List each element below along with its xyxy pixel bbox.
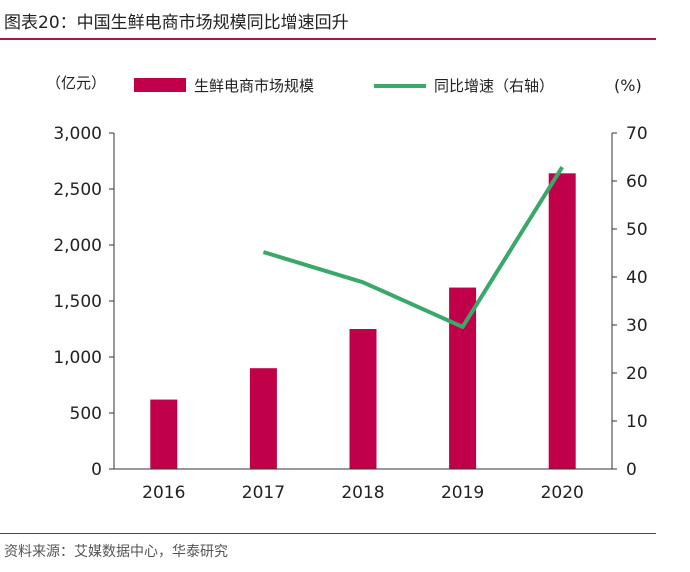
left-tick-label: 3,000	[53, 124, 102, 144]
bar-2018	[349, 329, 377, 469]
right-tick-label: 10	[626, 412, 648, 432]
x-tick-label: 2019	[441, 483, 484, 503]
right-tick-label: 0	[626, 460, 637, 480]
x-tick-label: 2018	[341, 483, 384, 503]
legend-bar-label: 生鲜电商市场规模	[194, 77, 314, 95]
title-rule	[0, 38, 656, 40]
legend-bar-swatch	[134, 78, 186, 92]
right-tick-label: 50	[626, 220, 648, 240]
right-tick-label: 20	[626, 364, 648, 384]
bar-2016	[150, 399, 178, 469]
right-tick-label: 60	[626, 172, 648, 192]
x-tick-label: 2017	[242, 483, 285, 503]
legend: 生鲜电商市场规模 同比增速（右轴）	[134, 77, 554, 95]
growth-line-series	[262, 166, 564, 329]
left-tick-label: 2,000	[53, 236, 102, 256]
source-rule	[0, 533, 656, 534]
left-tick-label: 0	[91, 460, 102, 480]
x-axis-labels: 2016 2017 2018 2019 2020	[142, 483, 584, 503]
x-tick-label: 2020	[541, 483, 584, 503]
left-tick-label: 1,000	[53, 348, 102, 368]
left-tick-label: 2,500	[53, 180, 102, 200]
left-tick-label: 500	[70, 404, 102, 424]
legend-line-label: 同比增速（右轴）	[434, 77, 554, 95]
right-axis-unit: (%)	[614, 76, 642, 95]
chart: （亿元） (%) 生鲜电商市场规模 同比增速（右轴） 05001,0001,50…	[46, 74, 648, 503]
bar-2020	[548, 173, 576, 469]
bar-series	[150, 173, 576, 469]
right-axis: 0 10 20 30 40 50 60 70	[612, 124, 648, 480]
right-tick-label: 30	[626, 316, 648, 336]
right-tick-label: 70	[626, 124, 648, 144]
bar-2017	[249, 368, 277, 469]
figure-title: 图表20：中国生鲜电商市场规模同比增速回升	[4, 13, 349, 33]
source-note: 资料来源：艾媒数据中心，华泰研究	[4, 544, 228, 560]
x-tick-label: 2016	[142, 483, 185, 503]
left-axis-unit: （亿元）	[46, 74, 106, 92]
left-axis: 0 500 1,000 1,500 2,000 2,500 3,000	[53, 124, 114, 480]
bar-2019	[449, 287, 477, 469]
growth-line	[262, 166, 564, 329]
right-tick-label: 40	[626, 268, 648, 288]
left-tick-label: 1,500	[53, 292, 102, 312]
